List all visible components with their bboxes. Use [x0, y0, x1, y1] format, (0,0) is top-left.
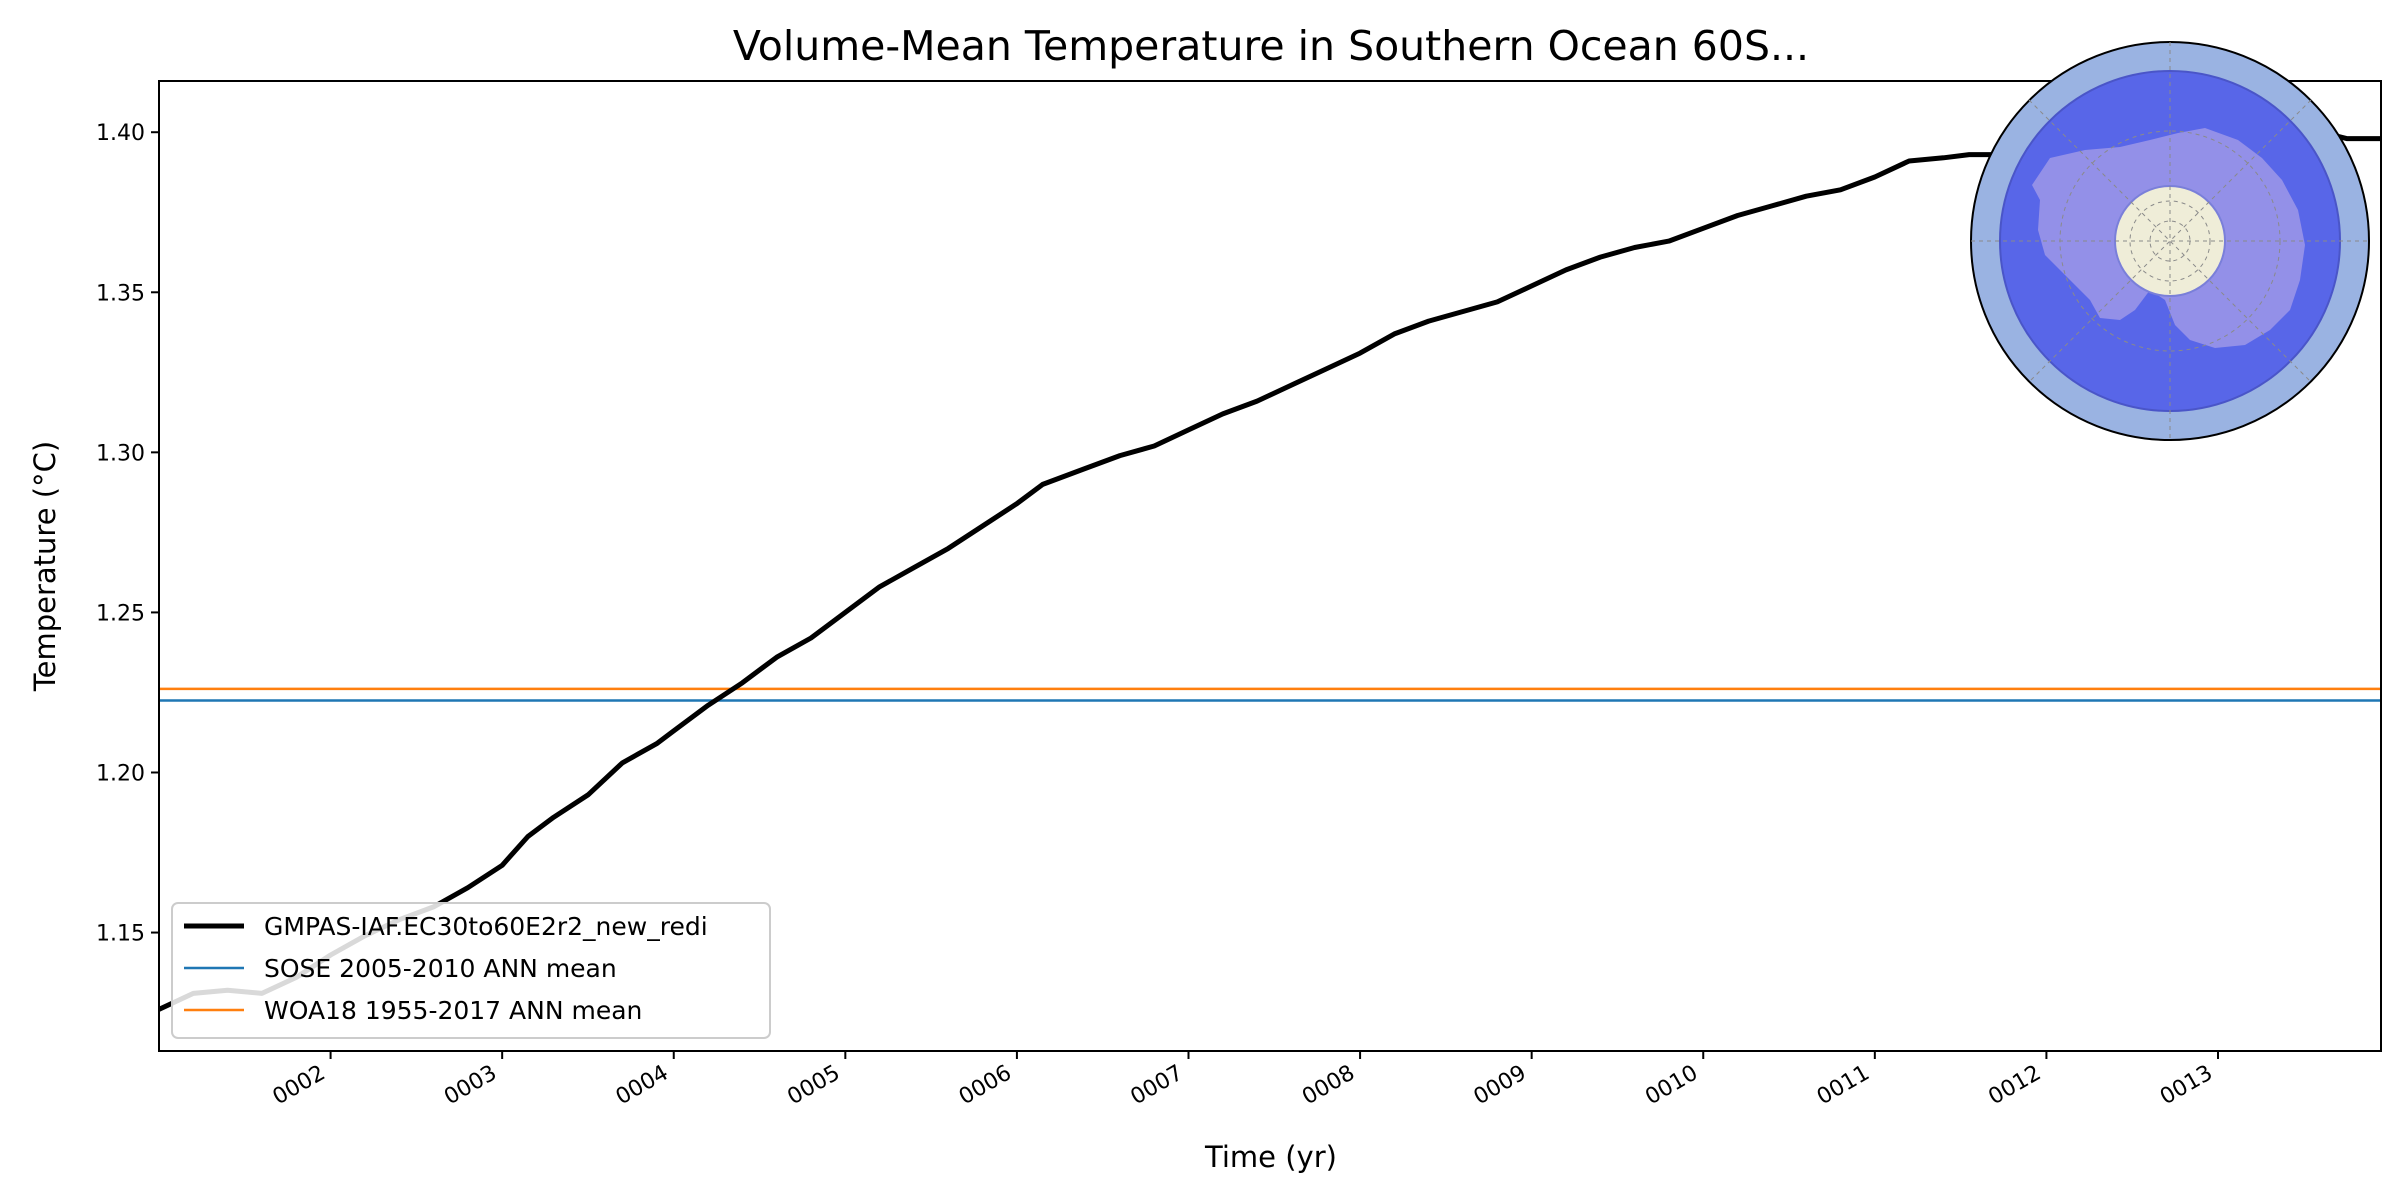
- chart-title: Volume-Mean Temperature in Southern Ocea…: [733, 22, 1809, 70]
- y-axis: 1.15 1.20 1.25 1.30 1.35 1.40: [96, 121, 159, 947]
- legend: GMPAS-IAF.EC30to60E2r2_new_redi SOSE 200…: [171, 902, 771, 1039]
- legend-label-sose: SOSE 2005-2010 ANN mean: [264, 954, 617, 983]
- plot-area: [159, 123, 2381, 1012]
- inset-graticule: [1971, 42, 2369, 440]
- legend-label-model: GMPAS-IAF.EC30to60E2r2_new_redi: [264, 912, 708, 941]
- y-tick-label: 1.30: [96, 441, 145, 466]
- y-tick-label: 1.40: [96, 121, 145, 146]
- legend-label-woa: WOA18 1955-2017 ANN mean: [264, 996, 642, 1025]
- series-line-model: [159, 123, 2381, 1012]
- legend-box: [171, 902, 771, 1039]
- x-axis-label: Time (yr): [1204, 1140, 1337, 1174]
- y-tick-label: 1.15: [96, 922, 145, 947]
- axes-frame: [158, 80, 2382, 1052]
- y-tick-label: 1.25: [96, 601, 145, 626]
- y-tick-label: 1.20: [96, 761, 145, 786]
- y-axis-label: Temperature (°C): [28, 441, 62, 692]
- y-tick-label: 1.35: [96, 281, 145, 306]
- antarctic-region-inset-map: [1970, 41, 2370, 441]
